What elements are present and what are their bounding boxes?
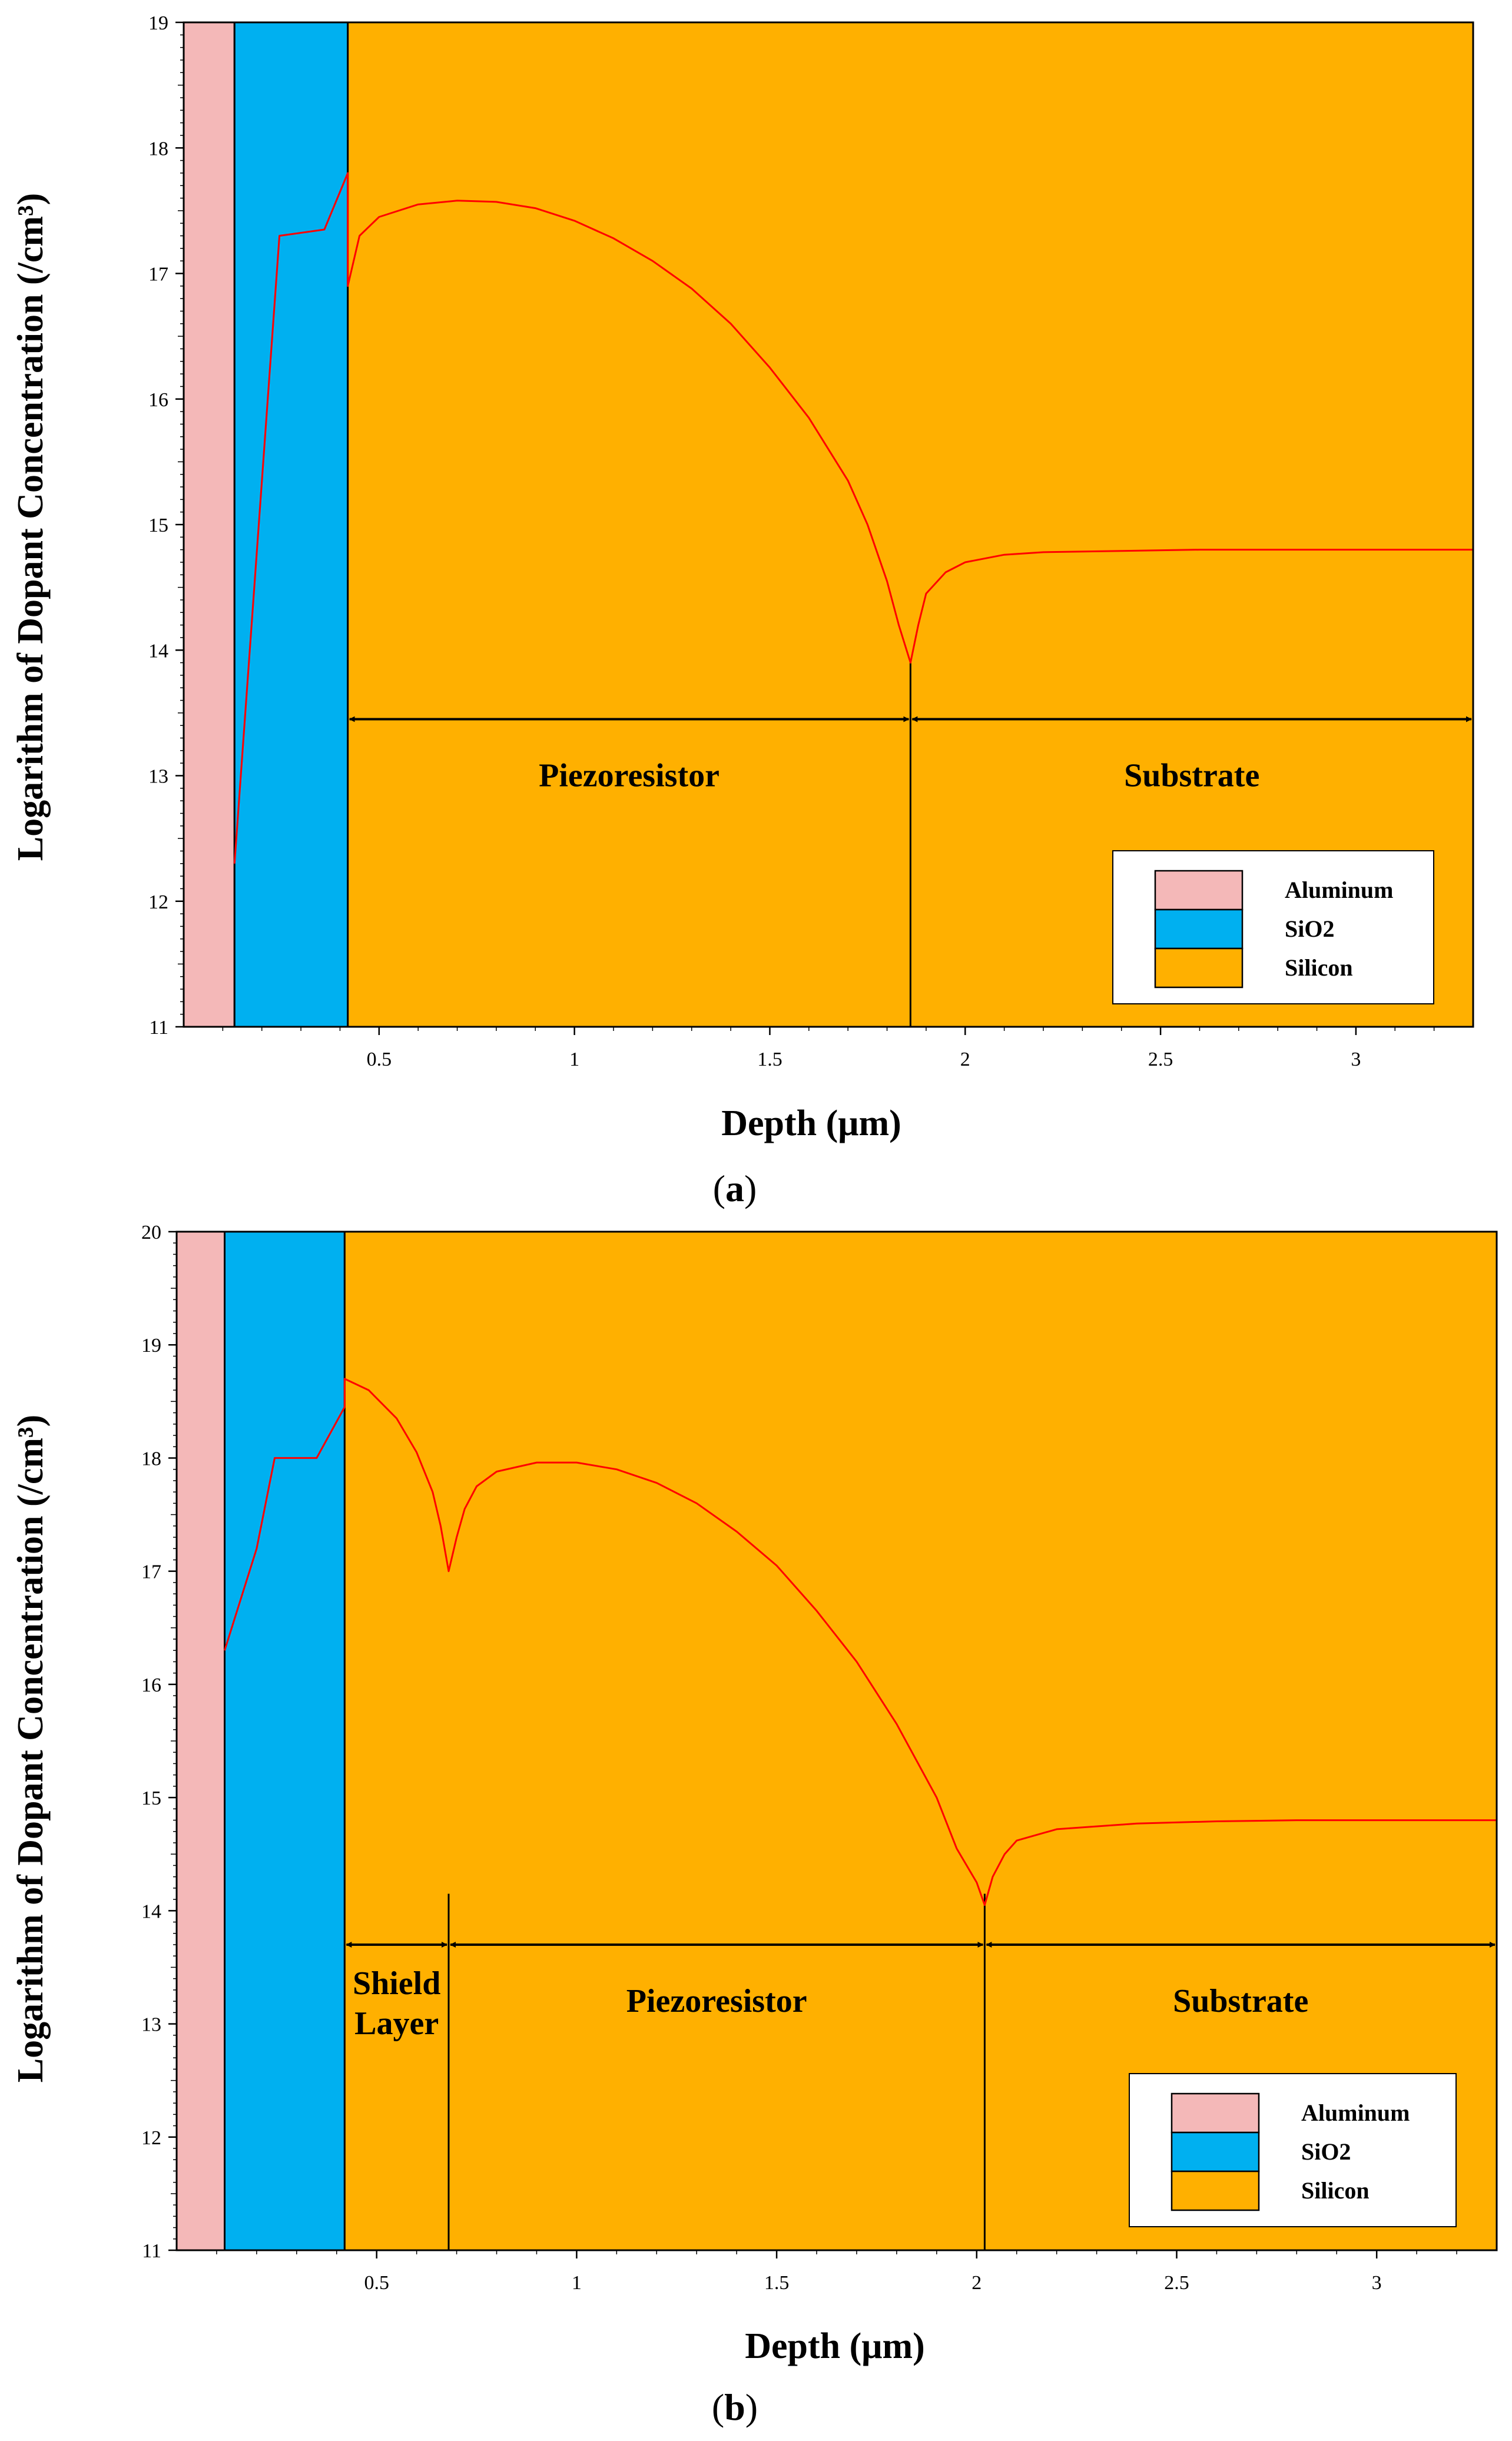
panel-a-layer-aluminum <box>183 21 236 1028</box>
panel-a-legend-swatch <box>1154 870 1244 911</box>
panel-b-region-label: Shield Layer <box>353 1965 440 2042</box>
panel-a-legend-swatch <box>1154 908 1244 950</box>
panel-b-legend-swatch <box>1171 2131 1260 2173</box>
panel-a-y-tick-label: 13 <box>148 766 168 788</box>
chart-panel-b: 11 12 13 14 15 16 17 18 19 20 0.5 1 1.5 2 2.5 3 Shield La… <box>141 1222 1498 2294</box>
panel-b-y-tick-label: 15 <box>141 1787 161 1809</box>
panel-a-x-tick-label: 2 <box>960 1049 970 1070</box>
panel-a-legend-label: Aluminum <box>1285 877 1394 903</box>
panel-b-x-tick-label: 1 <box>572 2272 582 2294</box>
panel-a-legend-swatch <box>1154 947 1244 989</box>
panel-b-y-tick-label: 20 <box>141 1222 161 1243</box>
panel-a-region-label: Piezoresistor <box>539 758 719 794</box>
panel-a-y-tick-label: 11 <box>149 1017 168 1039</box>
panel-b-legend-swatch <box>1171 2170 1260 2211</box>
panel-b-plot-frame <box>175 1231 1498 2251</box>
panel-a-y-tick-label: 18 <box>148 138 168 160</box>
panel-a-caption: (a) <box>713 1168 757 1209</box>
panel-b-y-tick-label: 14 <box>141 1901 161 1922</box>
panel-b-x-tick-label: 2 <box>971 2272 982 2294</box>
panel-b-legend-swatch <box>1171 2092 1260 2134</box>
panel-b-legend-label: Silicon <box>1301 2177 1370 2204</box>
panel-b-y-tick-label: 19 <box>141 1335 161 1357</box>
chart-panel-a: 11 12 13 14 15 16 17 18 19 0.5 1 1.5 2 2.5 3 Piezoresis… <box>148 12 1474 1070</box>
panel-b-x-tick-label: 0.5 <box>364 2272 389 2294</box>
panel-b-legend-label: SiO2 <box>1301 2138 1351 2165</box>
panel-a-y-tick-label: 15 <box>148 515 168 536</box>
panel-b-layer-aluminum <box>175 1231 226 2251</box>
panel-b-x-tick-label: 3 <box>1372 2272 1382 2294</box>
panel-a-y-tick-label: 16 <box>148 389 168 411</box>
panel-b-y-tick-label: 16 <box>141 1674 161 1696</box>
panel-b-y-tick-label: 12 <box>141 2127 161 2149</box>
panel-a-legend-label: Silicon <box>1285 954 1353 981</box>
panel-b-x-tick-label: 2.5 <box>1164 2272 1189 2294</box>
panel-a-y-tick-label: 19 <box>148 12 168 34</box>
panel-b-region-label: Piezoresistor <box>626 1983 807 2019</box>
panel-b-region-label: Substrate <box>1173 1983 1308 2019</box>
panel-a-region-label: Substrate <box>1124 758 1259 794</box>
panel-a-y-tick-label: 12 <box>148 891 168 913</box>
panel-b-y-tick-label: 17 <box>141 1561 161 1583</box>
panel-a-dopant-curve <box>233 172 1473 864</box>
panel-b-y-tick-label: 18 <box>141 1448 161 1470</box>
panel-a-x-tick-label: 0.5 <box>367 1049 392 1070</box>
panel-a-x-tick-label: 3 <box>1351 1049 1361 1070</box>
panel-b-legend-label: Aluminum <box>1301 2100 1410 2126</box>
panel-a-layer-sio2 <box>233 21 349 1028</box>
panel-b-x-tick-label: 1.5 <box>764 2272 790 2294</box>
panel-b-dopant-curve <box>224 1378 1497 1906</box>
panel-b-y-tick-label: 13 <box>141 2014 161 2036</box>
panel-a-legend-label: SiO2 <box>1285 916 1334 942</box>
panel-a-x-tick-label: 2.5 <box>1148 1049 1173 1070</box>
panel-b-x-axis-label: Depth (μm) <box>745 2326 925 2366</box>
panel-a-x-tick-label: 1 <box>569 1049 579 1070</box>
panel-a-x-axis-label: Depth (μm) <box>721 1103 901 1143</box>
panel-a-plot-frame <box>183 21 1474 1028</box>
panel-b-y-axis-label: Logarithm of Dopant Concentration (/cm³) <box>11 1415 51 2082</box>
panel-a-y-tick-label: 17 <box>148 264 168 286</box>
panel-a-y-axis-label: Logarithm of Dopant Concentration (/cm³) <box>11 193 51 861</box>
panel-b-caption: (b) <box>712 2386 758 2428</box>
panel-b-layer-sio2 <box>224 1231 346 2251</box>
panel-a-x-tick-label: 1.5 <box>757 1049 782 1070</box>
panel-b-y-tick-label: 11 <box>142 2240 161 2262</box>
panel-a-y-tick-label: 14 <box>148 640 168 662</box>
